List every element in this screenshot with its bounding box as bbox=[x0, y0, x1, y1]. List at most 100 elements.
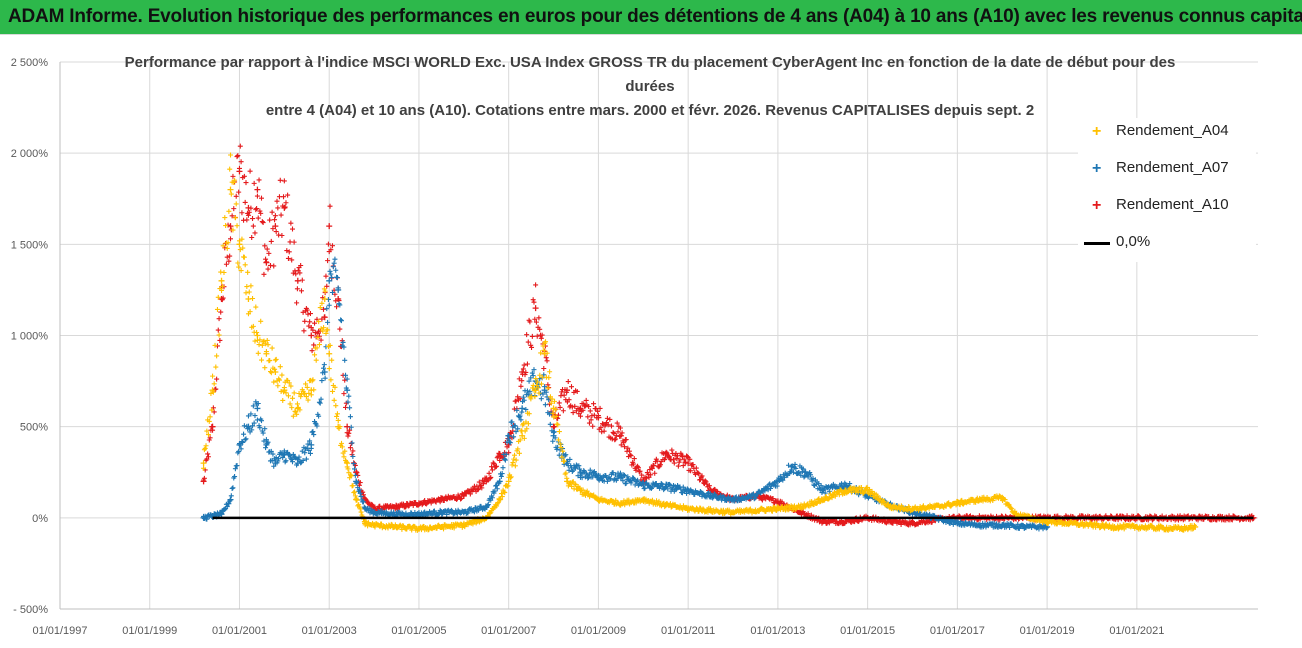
data-point-cloud bbox=[206, 418, 212, 424]
data-point-cloud bbox=[695, 470, 701, 476]
data-point-cloud bbox=[604, 478, 610, 484]
data-point-cloud bbox=[774, 483, 780, 489]
data-point-cloud bbox=[328, 377, 334, 383]
data-point-cloud bbox=[569, 483, 575, 489]
data-point-cloud bbox=[527, 389, 533, 395]
data-point-cloud bbox=[1009, 506, 1015, 512]
data-point-cloud bbox=[800, 466, 806, 472]
data-point-cloud bbox=[530, 297, 536, 303]
data-point-cloud bbox=[311, 342, 317, 348]
data-point-cloud bbox=[230, 485, 236, 491]
data-point-cloud bbox=[329, 357, 335, 363]
y-tick-label: 0% bbox=[32, 513, 48, 525]
data-point-cloud bbox=[244, 284, 250, 290]
data-point-cloud bbox=[236, 448, 242, 454]
data-point-cloud bbox=[628, 453, 634, 459]
legend-marker-a07: + bbox=[1092, 160, 1102, 177]
data-point-cloud bbox=[826, 496, 832, 502]
data-point-cloud bbox=[263, 445, 269, 451]
data-point-cloud bbox=[546, 375, 552, 381]
data-point-cloud bbox=[658, 480, 664, 486]
data-point-cloud bbox=[350, 453, 356, 459]
data-point-cloud bbox=[347, 405, 353, 411]
data-point-cloud bbox=[805, 511, 811, 517]
data-point-cloud bbox=[550, 410, 556, 416]
data-point-cloud bbox=[470, 521, 476, 527]
data-point-cloud bbox=[213, 386, 219, 392]
data-point-cloud bbox=[314, 423, 320, 429]
legend-marker-a10: + bbox=[1092, 197, 1102, 214]
data-point-cloud bbox=[564, 389, 570, 395]
data-point-cloud bbox=[576, 463, 582, 469]
data-point-cloud bbox=[586, 420, 592, 426]
data-point-cloud bbox=[826, 488, 832, 494]
data-point-cloud bbox=[619, 501, 625, 507]
data-point-cloud bbox=[597, 405, 603, 411]
data-point-cloud bbox=[256, 177, 262, 183]
data-point-cloud bbox=[702, 478, 708, 484]
data-point-cloud bbox=[551, 429, 557, 435]
data-point-cloud bbox=[562, 387, 568, 392]
data-point-cloud bbox=[247, 168, 253, 174]
data-point-cloud bbox=[219, 287, 225, 293]
data-point-cloud bbox=[320, 370, 326, 376]
data-point-cloud bbox=[516, 450, 522, 456]
data-point-cloud bbox=[956, 521, 962, 527]
data-point-cloud bbox=[243, 290, 249, 296]
data-point bbox=[218, 277, 225, 284]
data-point-cloud bbox=[228, 236, 234, 242]
data-point-cloud bbox=[305, 397, 311, 403]
legend-label-a07: Rendement_A07 bbox=[1116, 159, 1229, 176]
data-point-cloud bbox=[289, 405, 295, 411]
data-point-cloud bbox=[541, 366, 547, 371]
data-point-cloud bbox=[288, 220, 294, 226]
data-point-cloud bbox=[499, 494, 505, 500]
data-point-cloud bbox=[308, 392, 314, 398]
data-point-cloud bbox=[565, 483, 571, 489]
data-point-cloud bbox=[403, 504, 409, 510]
data-point-cloud bbox=[809, 478, 815, 484]
data-point-cloud bbox=[585, 475, 591, 481]
data-point-cloud bbox=[341, 454, 347, 460]
data-point-cloud bbox=[549, 396, 555, 402]
data-point-cloud bbox=[224, 245, 230, 251]
data-point-cloud bbox=[507, 475, 513, 481]
data-point-cloud bbox=[518, 417, 524, 423]
data-point-cloud bbox=[272, 357, 278, 363]
data-point-cloud bbox=[617, 433, 623, 439]
data-point-cloud bbox=[267, 357, 273, 363]
data-point-cloud bbox=[360, 489, 366, 495]
data-point-cloud bbox=[271, 463, 277, 469]
data-point-cloud bbox=[238, 446, 244, 452]
data-point-cloud bbox=[254, 205, 260, 211]
data-point-cloud bbox=[543, 355, 549, 361]
data-point-cloud bbox=[330, 388, 336, 394]
data-point-cloud bbox=[266, 250, 272, 256]
legend-line-zero bbox=[1084, 242, 1110, 245]
data-point-cloud bbox=[273, 356, 279, 362]
data-point-cloud bbox=[253, 304, 259, 310]
data-point-cloud bbox=[587, 467, 593, 473]
data-point-cloud bbox=[312, 320, 318, 326]
data-point-cloud bbox=[215, 294, 221, 300]
data-point-cloud bbox=[230, 227, 236, 233]
data-point-cloud bbox=[297, 270, 303, 276]
data-point-cloud bbox=[551, 424, 557, 430]
data-point-cloud bbox=[523, 406, 529, 412]
data-point-cloud bbox=[492, 488, 498, 494]
data-point-cloud bbox=[601, 428, 607, 434]
data-point-cloud bbox=[241, 173, 247, 179]
data-point-cloud bbox=[317, 305, 323, 311]
chart-title-line-1: Performance par rapport à l'indice MSCI … bbox=[124, 54, 1176, 71]
data-point-cloud bbox=[248, 283, 254, 289]
data-point-cloud bbox=[511, 456, 517, 462]
data-point-cloud bbox=[528, 375, 534, 381]
data-point-cloud bbox=[875, 493, 881, 499]
data-point-cloud bbox=[683, 459, 689, 465]
data-point-cloud bbox=[261, 271, 267, 277]
data-point-cloud bbox=[498, 496, 504, 502]
data-point-cloud bbox=[294, 286, 300, 292]
x-tick-label: 01/01/2017 bbox=[930, 625, 985, 637]
y-tick-label: 1 000% bbox=[11, 331, 49, 343]
data-point-cloud bbox=[308, 445, 314, 451]
